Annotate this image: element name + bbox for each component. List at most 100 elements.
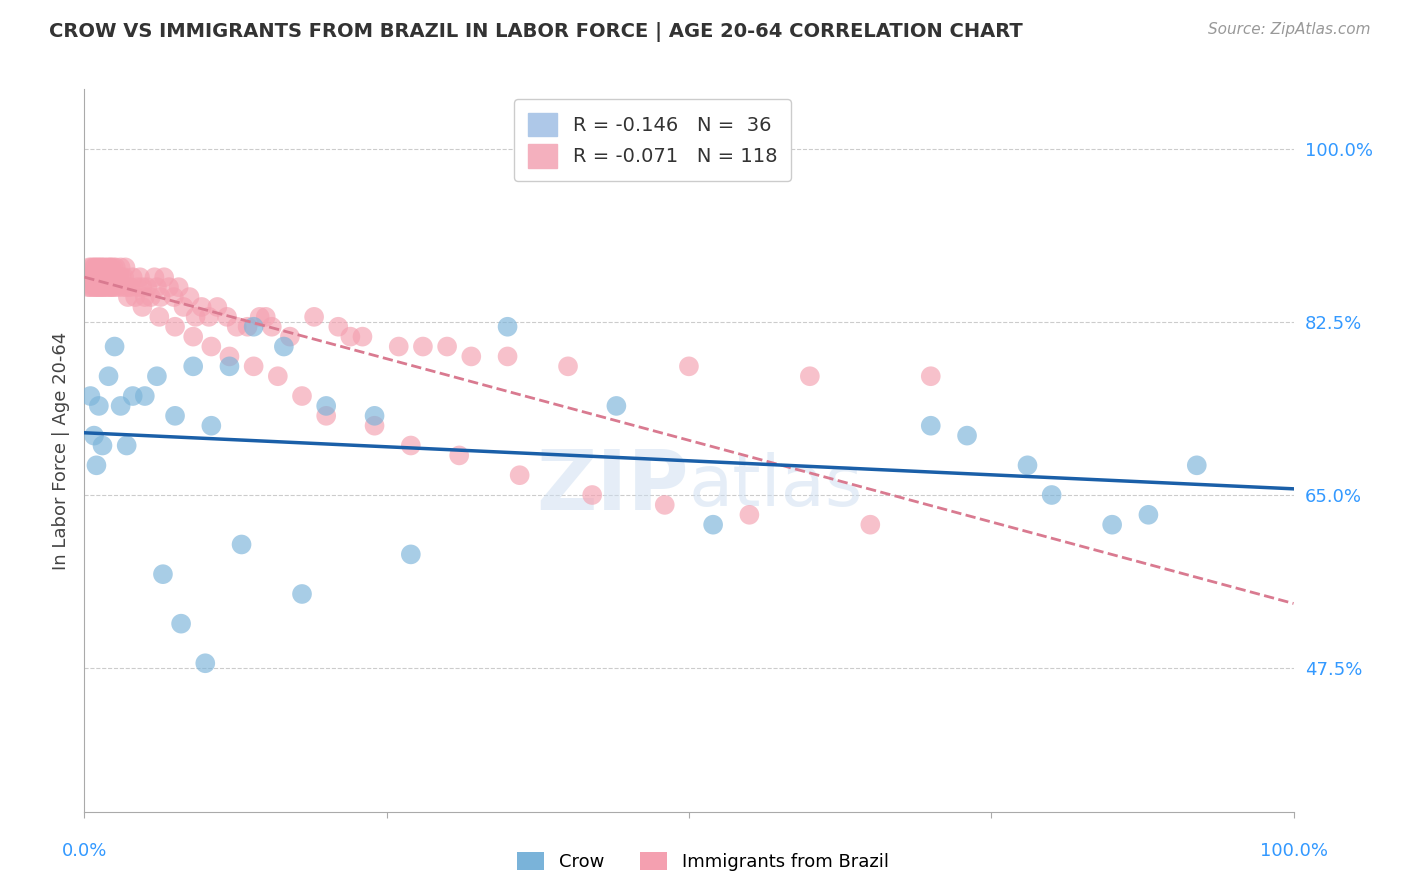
Point [200, 418, 222, 433]
Point [80, 270, 103, 285]
Point [94, 270, 117, 285]
Point [194, 657, 217, 671]
Point [198, 310, 221, 324]
Point [738, 508, 761, 522]
Legend: R = -0.146   N =  36, R = -0.071   N = 118: R = -0.146 N = 36, R = -0.071 N = 118 [515, 99, 792, 181]
Point [163, 290, 186, 304]
Point [278, 329, 301, 343]
Point [86, 458, 108, 473]
Point [291, 587, 314, 601]
Point [654, 498, 676, 512]
Point [84, 280, 107, 294]
Point [146, 369, 169, 384]
Point [104, 339, 127, 353]
Point [77, 280, 100, 294]
Point [148, 310, 170, 324]
Point [363, 418, 385, 433]
Point [920, 369, 942, 384]
Point [339, 329, 361, 343]
Point [184, 310, 207, 324]
Y-axis label: In Labor Force | Age 20-64: In Labor Force | Age 20-64 [52, 331, 70, 570]
Text: 100.0%: 100.0% [1260, 842, 1327, 860]
Point [956, 428, 979, 442]
Point [127, 280, 149, 294]
Point [107, 280, 129, 294]
Point [93, 280, 115, 294]
Point [181, 359, 204, 374]
Point [181, 329, 204, 343]
Point [388, 339, 411, 353]
Point [97, 280, 120, 294]
Point [129, 270, 152, 285]
Point [111, 270, 134, 285]
Point [87, 280, 110, 294]
Point [315, 409, 337, 423]
Point [218, 359, 240, 374]
Point [94, 280, 117, 294]
Point [98, 260, 121, 275]
Text: 0.0%: 0.0% [62, 842, 107, 860]
Point [86, 260, 108, 275]
Point [218, 350, 240, 364]
Point [101, 280, 124, 294]
Point [100, 260, 122, 275]
Point [91, 438, 114, 452]
Point [87, 260, 110, 275]
Point [94, 260, 117, 275]
Point [105, 270, 128, 285]
Point [1017, 458, 1039, 473]
Point [98, 270, 121, 285]
Point [509, 468, 531, 483]
Point [103, 260, 125, 275]
Point [173, 300, 195, 314]
Point [315, 399, 337, 413]
Point [91, 280, 114, 294]
Point [93, 270, 115, 285]
Point [90, 260, 112, 275]
Point [131, 300, 153, 314]
Point [581, 488, 603, 502]
Point [291, 389, 314, 403]
Point [399, 438, 422, 452]
Point [86, 270, 108, 285]
Point [165, 409, 187, 423]
Point [449, 449, 471, 463]
Point [859, 517, 882, 532]
Point [165, 319, 187, 334]
Point [170, 616, 193, 631]
Point [920, 418, 942, 433]
Point [121, 270, 143, 285]
Point [134, 290, 156, 304]
Point [117, 290, 139, 304]
Point [605, 399, 627, 413]
Point [76, 270, 98, 285]
Point [254, 310, 277, 324]
Point [412, 339, 434, 353]
Point [1101, 517, 1123, 532]
Point [1040, 488, 1063, 502]
Point [167, 280, 190, 294]
Point [87, 399, 110, 413]
Point [79, 389, 101, 403]
Point [89, 270, 111, 285]
Point [242, 319, 264, 334]
Point [242, 359, 264, 374]
Text: atlas: atlas [689, 452, 863, 521]
Point [86, 280, 108, 294]
Point [121, 389, 143, 403]
Point [273, 339, 295, 353]
Point [460, 350, 482, 364]
Point [157, 280, 180, 294]
Point [231, 537, 253, 551]
Point [249, 310, 271, 324]
Point [799, 369, 821, 384]
Point [363, 409, 385, 423]
Point [153, 270, 176, 285]
Point [83, 260, 105, 275]
Point [436, 339, 458, 353]
Point [100, 280, 122, 294]
Legend: Crow, Immigrants from Brazil: Crow, Immigrants from Brazil [510, 845, 896, 879]
Point [96, 260, 118, 275]
Point [352, 329, 374, 343]
Point [260, 319, 283, 334]
